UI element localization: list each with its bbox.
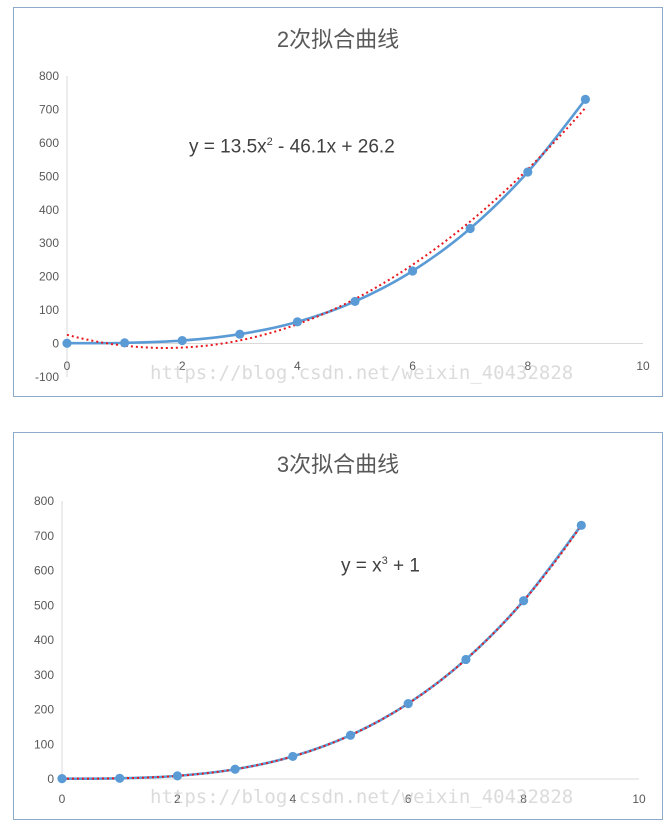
data-point: [403, 698, 413, 709]
data-point: [519, 596, 529, 606]
chart-quadratic-fit: 2次拟合曲线 -100 0 100 200 300 400 500 600 700 800 0 2 4 6…: [13, 7, 663, 397]
data-point: [292, 317, 302, 327]
y-tick-label: 600: [39, 136, 59, 150]
trendline: [62, 524, 583, 780]
y-tick-label: 200: [34, 703, 54, 717]
plot-area: 0 100 200 300 400 500 600 700 800 0 2 4 6 8 10: [34, 494, 646, 806]
x-tick-label: 4: [294, 359, 301, 373]
x-tick-label: 10: [636, 359, 650, 373]
x-tick-label: 10: [632, 792, 646, 806]
y-tick-label: 400: [34, 633, 54, 647]
data-point: [57, 774, 67, 784]
trendline-equation: y = x3 + 1: [341, 555, 421, 577]
x-tick-label: 0: [64, 359, 71, 373]
y-tick-label: 0: [47, 772, 54, 786]
y-tick-label: 600: [34, 564, 54, 578]
chart-title: 3次拟合曲线: [276, 452, 400, 477]
y-tick-label: 700: [34, 529, 54, 543]
data-point: [461, 654, 471, 665]
data-point: [62, 338, 72, 348]
data-point: [576, 520, 586, 530]
plot-area: -100 0 100 200 300 400 500 600 700 800 0 2 4 6 8 10: [35, 69, 650, 384]
x-tick-label: 2: [174, 792, 181, 806]
data-point: [120, 338, 130, 348]
x-tick-label: 0: [59, 792, 66, 806]
data-point: [580, 94, 591, 105]
y-tick-label: 700: [39, 102, 59, 116]
data-point: [408, 266, 418, 276]
data-point: [177, 335, 187, 346]
data-point: [235, 329, 245, 339]
y-tick-label: 800: [39, 69, 59, 83]
data-point: [465, 223, 475, 234]
series-line: [65, 98, 587, 345]
y-tick-label: 500: [34, 598, 54, 612]
trendline: [66, 107, 587, 349]
y-tick-label: -100: [35, 370, 59, 384]
y-tick-label: 300: [34, 668, 54, 682]
y-tick-label: 100: [34, 737, 54, 751]
x-tick-label: 8: [520, 792, 527, 806]
x-tick-label: 6: [405, 792, 412, 806]
x-tick-label: 2: [179, 359, 186, 373]
y-tick-label: 800: [34, 494, 54, 508]
x-tick-label: 4: [289, 792, 296, 806]
y-tick-label: 200: [39, 270, 59, 284]
data-point: [350, 296, 360, 307]
series-line: [60, 524, 583, 780]
data-point: [345, 730, 356, 740]
x-tick-label: 6: [409, 359, 416, 373]
trendline-equation: y = 13.5x2 - 46.1x + 26.2: [189, 136, 395, 158]
y-tick-label: 400: [39, 203, 59, 217]
data-point: [230, 764, 240, 774]
y-tick-label: 0: [52, 337, 59, 351]
y-tick-label: 500: [39, 169, 59, 183]
data-point: [172, 771, 182, 781]
y-tick-label: 100: [39, 303, 59, 317]
data-point: [288, 751, 298, 762]
data-point: [523, 167, 533, 177]
y-tick-label: 300: [39, 236, 59, 250]
chart-cubic-fit: 3次拟合曲线 0 100 200 300 400 500 600 700 800 0 2 4 6 8 10 …: [13, 432, 663, 820]
data-point: [115, 773, 125, 783]
x-tick-label: 8: [524, 359, 531, 373]
chart-title: 2次拟合曲线: [276, 27, 400, 52]
